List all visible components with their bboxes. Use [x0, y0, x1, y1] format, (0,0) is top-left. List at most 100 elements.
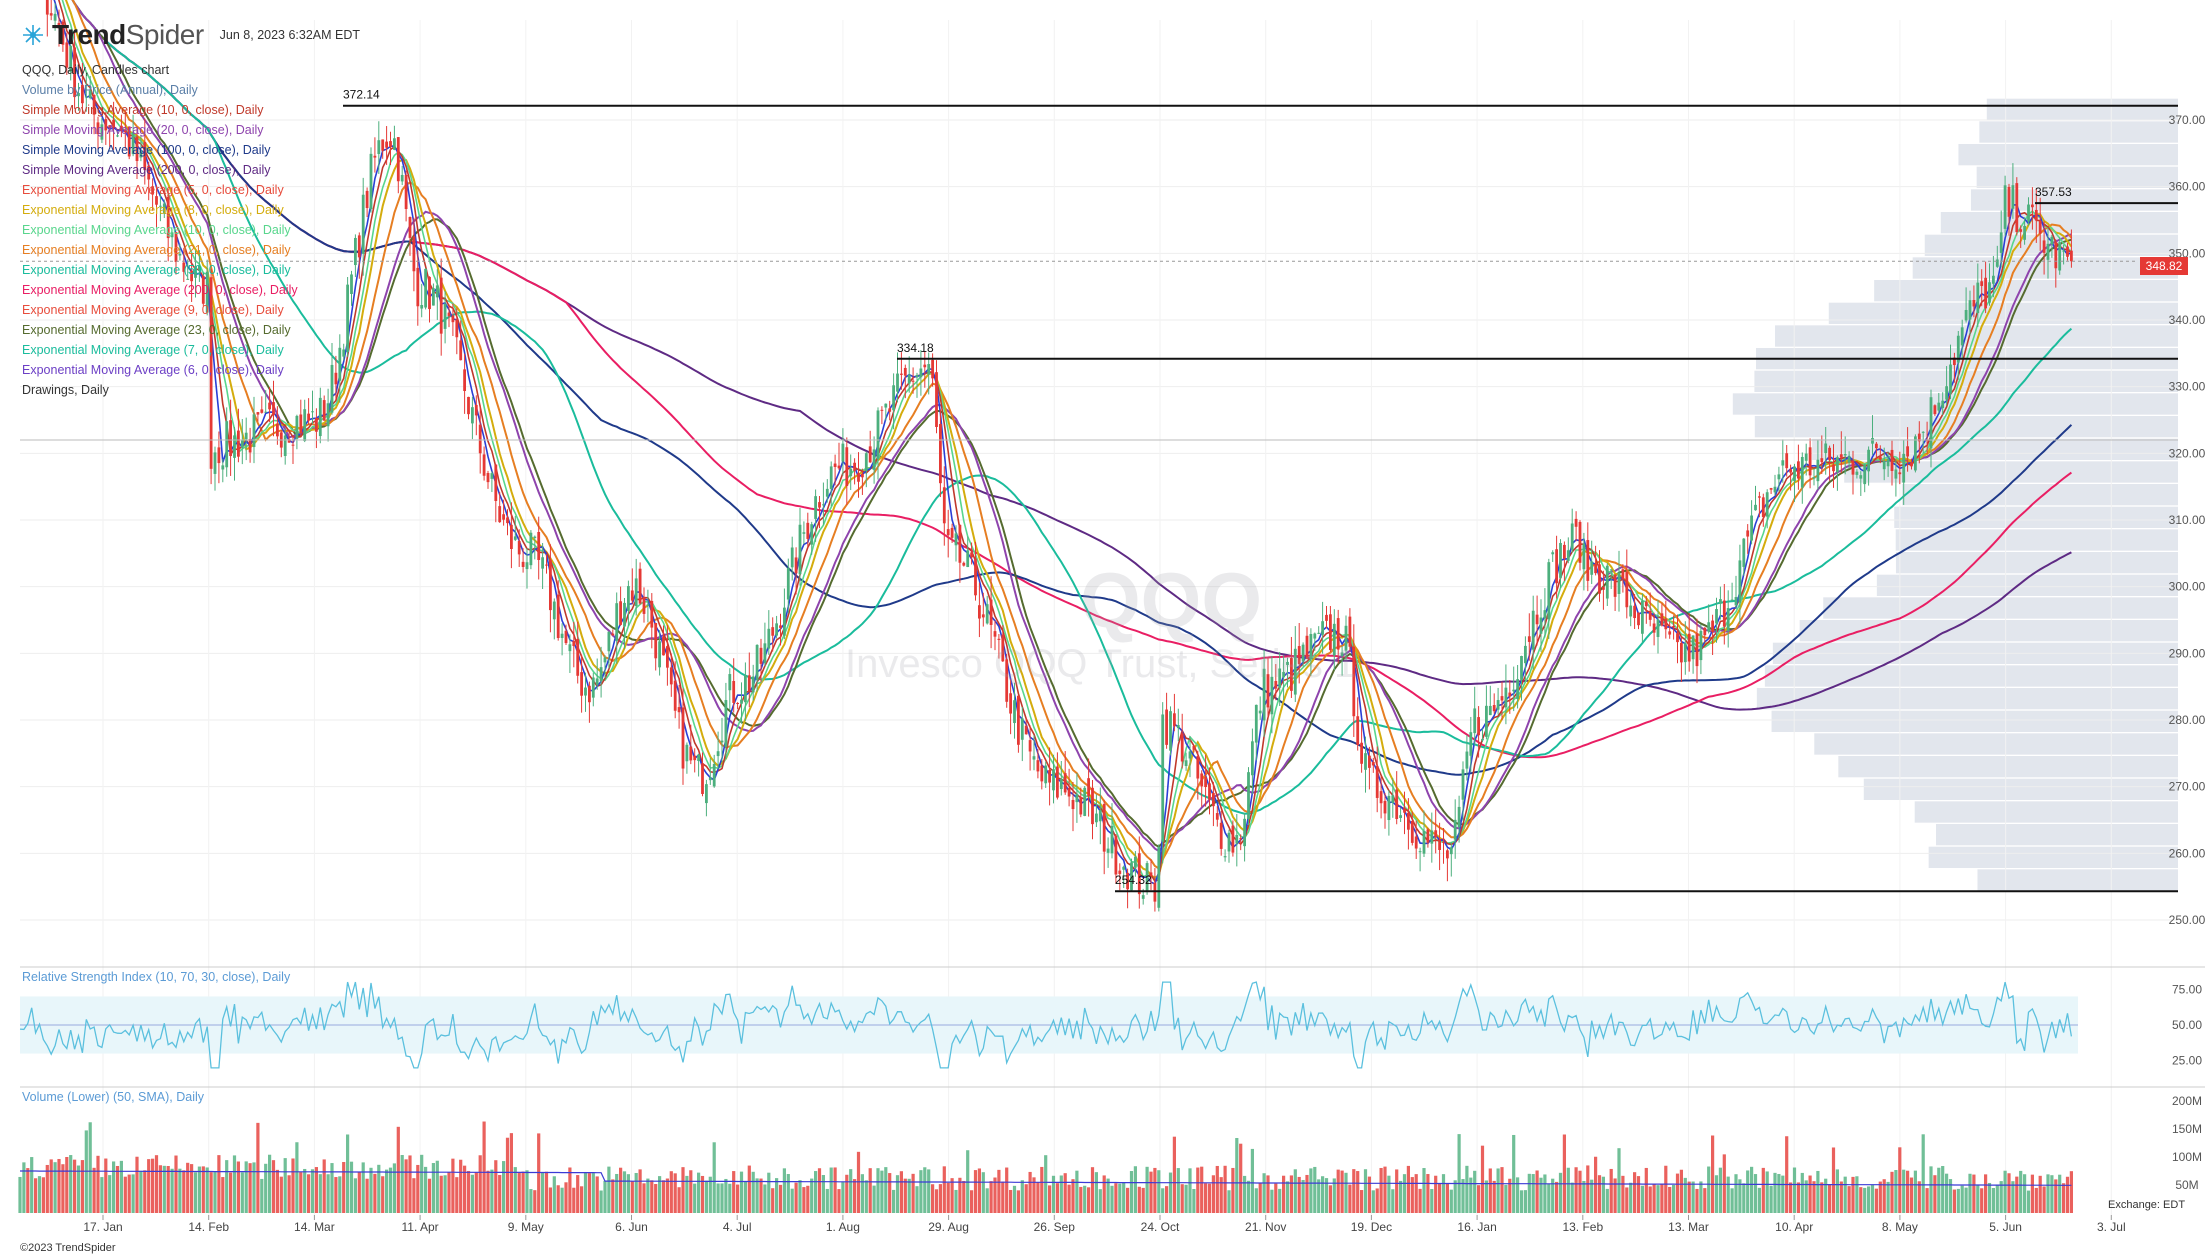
candle-body	[381, 139, 385, 151]
legend-item[interactable]: Exponential Moving Average (10, 0, close…	[22, 223, 291, 237]
volume-bar	[2015, 1176, 2019, 1213]
volume-bar	[903, 1178, 907, 1213]
volume-bar	[1753, 1174, 1758, 1213]
vbp-bar	[1986, 98, 2178, 120]
candle-body	[268, 402, 271, 410]
candle-body	[603, 657, 607, 663]
volume-bar	[264, 1163, 268, 1213]
candle-body	[393, 138, 396, 150]
legend-item[interactable]: Simple Moving Average (200, 0, close), D…	[22, 163, 271, 177]
volume-bar	[1200, 1166, 1204, 1213]
volume-bar	[131, 1174, 135, 1213]
legend-item[interactable]: Exponential Moving Average (9, 0, close)…	[22, 303, 284, 317]
candle-body	[1126, 872, 1129, 890]
candle-body	[1566, 550, 1570, 561]
candle-body	[1446, 850, 1449, 859]
volume-bar	[474, 1172, 478, 1213]
volume-bar	[2030, 1174, 2034, 1213]
volume-bar	[646, 1178, 650, 1213]
legend-item[interactable]: Exponential Moving Average (7, 0, close)…	[22, 343, 284, 357]
volume-bar	[1843, 1176, 1847, 1213]
legend-item[interactable]: Exponential Moving Average (21, 0, close…	[22, 243, 291, 257]
candle-body	[666, 646, 669, 668]
candle-body	[178, 253, 182, 256]
volume-bar	[490, 1169, 494, 1213]
volume-bar	[1215, 1165, 1219, 1213]
volume-bar	[1020, 1180, 1024, 1213]
candle-body	[1422, 830, 1426, 854]
legend-item[interactable]: Simple Moving Average (20, 0, close), Da…	[22, 123, 264, 137]
volume-bar	[416, 1164, 420, 1213]
vbp-bar	[1895, 552, 2178, 574]
legend-item[interactable]: Exponential Moving Average (200, 0, clos…	[22, 283, 298, 297]
volume-bar	[700, 1175, 705, 1213]
volume-bar	[1730, 1188, 1734, 1213]
volume-bar	[1367, 1176, 1371, 1213]
legend-item[interactable]: Exponential Moving Average (23, 0, close…	[22, 323, 291, 337]
candle-body	[2007, 186, 2011, 217]
candle-body	[1590, 561, 1594, 575]
x-tick-label: 26. Sep	[1034, 1220, 1076, 1234]
volume-bar	[1578, 1170, 1582, 1213]
volume-bar	[1266, 1175, 1270, 1213]
candle-body	[997, 638, 1001, 640]
rsi-tick-label: 25.00	[2172, 1054, 2202, 1068]
volume-bar	[1773, 1172, 1777, 1213]
legend-item[interactable]: Volume by Price (Annual), Daily	[22, 83, 198, 97]
volume-bar	[338, 1176, 342, 1213]
candle-body	[1071, 799, 1075, 810]
candle-body	[1914, 436, 1917, 471]
candle-body	[1321, 621, 1324, 635]
candle-body	[942, 487, 946, 524]
candle-body	[1910, 462, 1913, 467]
volume-bar	[1445, 1182, 1449, 1213]
candle-body	[1098, 810, 1102, 822]
candle-body	[69, 46, 73, 72]
volume-bar	[1227, 1190, 1231, 1213]
y-tick-label: 260.00	[2169, 846, 2206, 860]
volume-bar	[954, 1189, 958, 1213]
candle-body	[568, 644, 572, 652]
volume-bar	[1952, 1189, 1956, 1213]
volume-bar	[1917, 1181, 1921, 1213]
legend-item[interactable]: Exponential Moving Average (50, 0, close…	[22, 263, 291, 277]
legend-item[interactable]: Exponential Moving Average (6, 0, close)…	[22, 363, 284, 377]
candle-body	[1968, 300, 1972, 320]
volume-bar	[412, 1178, 416, 1213]
candle-body	[159, 205, 162, 207]
legend-item[interactable]: Simple Moving Average (10, 0, close), Da…	[22, 103, 264, 117]
volume-bar	[1321, 1176, 1325, 1213]
volume-bar	[1555, 1181, 1559, 1213]
candle-body	[966, 550, 970, 568]
candle-body	[810, 524, 814, 545]
volume-bar	[1984, 1174, 1988, 1213]
candle-body	[1828, 447, 1831, 461]
volume-bar	[1243, 1175, 1247, 1213]
candle-body	[1563, 544, 1566, 559]
legend-item[interactable]: Exponential Moving Average (8, 0, close)…	[22, 203, 284, 217]
candle-body	[1508, 692, 1512, 697]
volume-bar	[985, 1188, 989, 1213]
candle-body	[896, 373, 899, 392]
legend-item[interactable]: Exponential Moving Average (5, 0, close)…	[22, 183, 284, 197]
candle-body	[549, 559, 552, 611]
volume-bar	[915, 1186, 919, 1213]
volume-bar	[505, 1137, 510, 1213]
volume-bar	[755, 1178, 759, 1213]
y-tick-label: 370.00	[2169, 113, 2206, 127]
legend-item[interactable]: Simple Moving Average (100, 0, close), D…	[22, 143, 271, 157]
volume-bar	[1383, 1166, 1387, 1213]
candle-body	[1559, 542, 1562, 578]
volume-bar	[482, 1121, 486, 1213]
candle-body	[1149, 872, 1153, 877]
candle-body	[627, 586, 630, 611]
legend-item[interactable]: QQQ, Daily, Candles chart	[22, 63, 170, 77]
candle-body	[533, 536, 537, 538]
volume-bar	[498, 1174, 502, 1213]
candle-body	[295, 415, 299, 439]
volume-bar	[970, 1190, 974, 1213]
volume-bar	[860, 1174, 864, 1213]
candle-body	[775, 623, 778, 636]
level-label: 254.32	[1115, 873, 1152, 887]
legend-item[interactable]: Drawings, Daily	[22, 383, 109, 397]
